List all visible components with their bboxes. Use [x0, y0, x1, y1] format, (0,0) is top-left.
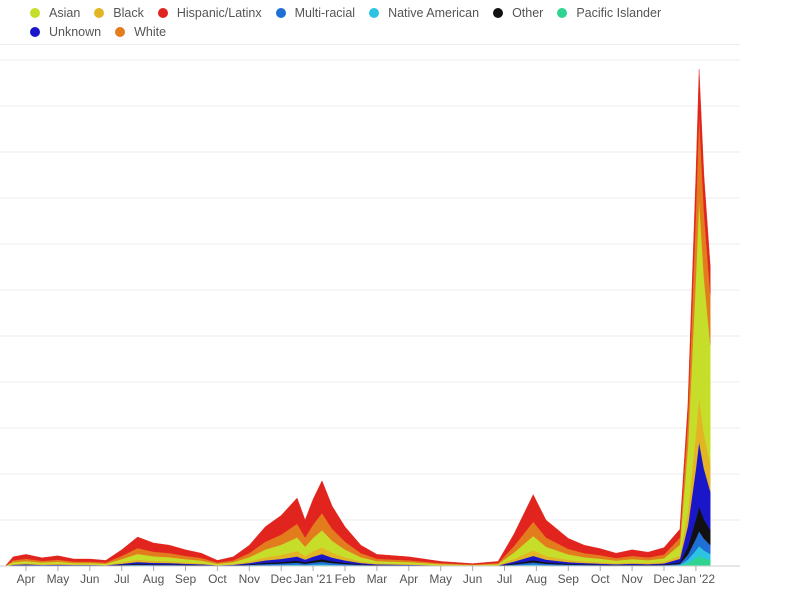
area-layers: [5, 69, 711, 567]
legend-marker-icon: [94, 8, 105, 18]
legend-item-multi-racial[interactable]: Multi-racial: [275, 6, 356, 20]
x-tick-label: Jun: [463, 572, 482, 586]
legend-label: Native American: [388, 6, 480, 20]
x-tick-label: Apr: [399, 572, 418, 586]
x-tick-label: Feb: [335, 572, 356, 586]
area-white[interactable]: [5, 113, 711, 567]
legend-label: Asian: [49, 6, 81, 20]
x-tick-label: Jun: [80, 572, 99, 586]
legend-marker-icon: [557, 8, 568, 18]
legend-label: Black: [113, 6, 144, 20]
x-tick-label: Nov: [239, 572, 260, 586]
legend-item-native-american[interactable]: Native American: [369, 6, 479, 20]
x-tick-label: Oct: [591, 572, 610, 586]
legend-item-hispanic-latinx[interactable]: Hispanic/Latinx: [157, 6, 262, 20]
x-tick-label: Mar: [367, 572, 388, 586]
legend-label: Multi-racial: [294, 6, 356, 20]
x-tick-label: Jan '21: [294, 572, 333, 586]
x-tick-label: Sep: [175, 572, 197, 586]
legend-item-white[interactable]: White: [115, 25, 166, 39]
x-tick-label: May: [47, 572, 70, 586]
chart-legend: Asian Black Hispanic/Latinx Multi-racial Nat…: [30, 6, 710, 39]
x-tick-label: Jan '22: [677, 572, 716, 586]
x-tick-label: Jul: [497, 572, 512, 586]
x-tick-label: Aug: [143, 572, 164, 586]
legend-divider: [0, 44, 740, 45]
legend-marker-icon: [30, 27, 40, 37]
legend-item-black[interactable]: Black: [94, 6, 144, 20]
legend-item-unknown[interactable]: Unknown: [30, 25, 101, 39]
x-tick-label: Dec: [271, 572, 292, 586]
x-tick-label: Dec: [653, 572, 674, 586]
legend-marker-icon: [275, 8, 286, 18]
legend-marker-icon: [369, 8, 380, 18]
legend-marker-icon: [493, 8, 504, 18]
legend-item-pacific-islander[interactable]: Pacific Islander: [557, 6, 661, 20]
legend-label: Unknown: [49, 25, 102, 39]
legend-label: Pacific Islander: [576, 6, 662, 20]
area-hispanic-latinx[interactable]: [5, 69, 711, 567]
x-tick-label: Apr: [17, 572, 36, 586]
area-black[interactable]: [5, 397, 711, 567]
legend-label: White: [134, 25, 167, 39]
gridlines: [0, 59, 740, 521]
x-tick-label: Aug: [526, 572, 547, 586]
legend-marker-icon: [157, 8, 168, 18]
x-axis: Apr May Jun Jul Aug Sep Oct Nov Dec Jan '21 Feb Mar…: [0, 565, 740, 586]
legend-marker-icon: [30, 8, 40, 18]
legend-label: Other: [512, 6, 544, 20]
x-tick-label: Nov: [621, 572, 642, 586]
legend-marker-icon: [115, 27, 126, 37]
x-tick-label: Sep: [558, 572, 580, 586]
legend-label: Hispanic/Latinx: [176, 6, 262, 20]
x-tick-label: Jul: [114, 572, 129, 586]
legend-item-asian[interactable]: Asian: [30, 6, 80, 20]
x-tick-label: Oct: [208, 572, 227, 586]
x-tick-label: May: [429, 572, 452, 586]
legend-item-other[interactable]: Other: [493, 6, 543, 20]
